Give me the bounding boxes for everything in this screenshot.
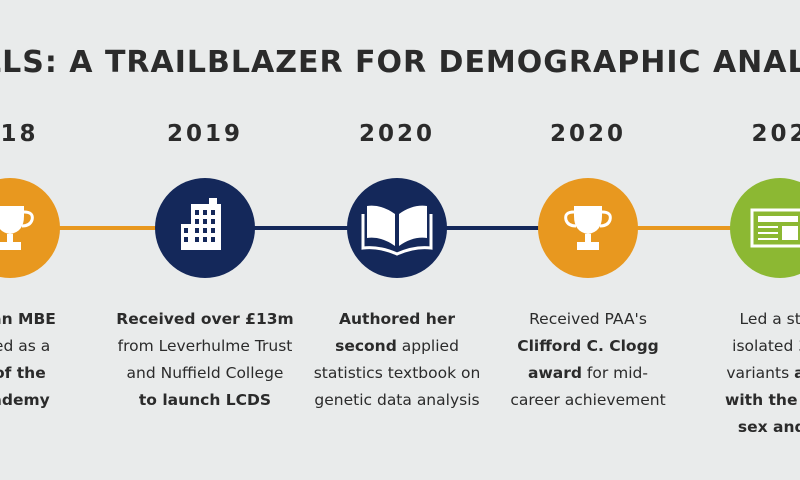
icon [195, 228, 199, 233]
description-text: sex and b [738, 418, 800, 436]
description-text: isolated 371 [732, 337, 800, 355]
description-line: with the age [725, 391, 800, 409]
description-text: Received over £13m [116, 310, 293, 328]
icon [758, 238, 778, 240]
description-text: Authored her [339, 310, 455, 328]
icon [203, 219, 207, 224]
description-text: award [528, 364, 582, 382]
icon [203, 237, 207, 242]
timeline-item: 2020 Authored her second applied statistics… [314, 121, 481, 409]
timeline-item: 018 ed an MBE ected as a w of the Academy [0, 121, 60, 409]
timeline-item: 2019 Received over £13m from Leverhulme Tr… [116, 121, 293, 409]
icon [21, 210, 34, 228]
year: 2019 [167, 121, 243, 147]
description-text: career achievement [510, 391, 665, 409]
icon [564, 210, 612, 228]
description-line: to launch LCDS [139, 391, 271, 409]
description-text: asso [794, 364, 800, 382]
icon [758, 216, 798, 222]
description-text: genetic data analysis [314, 391, 479, 409]
icon [577, 242, 599, 250]
description-line: sex and b [738, 418, 800, 436]
icon [211, 237, 215, 242]
description-text: with the age [725, 391, 800, 409]
description-line: Clifford C. Clogg [517, 337, 659, 355]
description-line: genetic data analysis [314, 391, 479, 409]
icon [367, 205, 427, 246]
description-text: ed an MBE [0, 310, 56, 328]
icon [782, 226, 798, 240]
icon [585, 234, 591, 242]
description-line: Academy [0, 391, 50, 409]
icon [750, 208, 800, 248]
icon [758, 226, 778, 228]
description-text: to launch LCDS [139, 391, 271, 409]
description-text: statistics textbook on [314, 364, 481, 382]
description-text: ected as a [0, 337, 50, 355]
description-line: and Nuffield College [127, 364, 284, 382]
description-line: Authored her [339, 310, 455, 328]
icon [758, 232, 778, 234]
description-line: from Leverhulme Trust [118, 337, 293, 355]
icon [203, 228, 207, 233]
description-line: variants asso [726, 364, 800, 382]
description-line: isolated 371 [732, 337, 800, 355]
description-text: Led a stud [740, 310, 800, 328]
description-text: Received PAA's [529, 310, 647, 328]
description-text: applied [397, 337, 459, 355]
icon [184, 228, 188, 233]
icon [361, 214, 433, 256]
year: 2020 [359, 121, 435, 147]
year: 202 [751, 121, 800, 147]
icon [0, 206, 24, 234]
icon [211, 228, 215, 233]
description-text: for mid- [582, 364, 648, 382]
description-line: Led a stud [740, 310, 800, 328]
icon [195, 237, 199, 242]
timeline-item: 2020 Received PAA's Clifford C. Clogg award… [510, 121, 665, 409]
year: 2020 [550, 121, 626, 147]
icon [203, 210, 207, 215]
year: 018 [0, 121, 39, 147]
milestone-circle [347, 178, 447, 278]
description-line: statistics textbook on [314, 364, 481, 382]
description-text: Academy [0, 391, 50, 409]
icon [184, 237, 188, 242]
title: LLS: A TRAILBLAZER FOR DEMOGRAPHIC ANALY [0, 45, 800, 80]
description-text: from Leverhulme Trust [118, 337, 293, 355]
description-text: Clifford C. Clogg [517, 337, 659, 355]
description-line: Received over £13m [116, 310, 293, 328]
description-text: second [335, 337, 397, 355]
icon [195, 210, 199, 215]
milestone-circle [0, 178, 60, 278]
icon [574, 206, 602, 234]
icon [195, 219, 199, 224]
description-line: ed an MBE [0, 310, 56, 328]
description-line: w of the [0, 364, 46, 382]
description-text: and Nuffield College [127, 364, 284, 382]
description-line: ected as a [0, 337, 50, 355]
icon [211, 219, 215, 224]
description-text: w of the [0, 364, 46, 382]
description-line: second applied [335, 337, 459, 355]
description-line: Received PAA's [529, 310, 647, 328]
icon [7, 234, 13, 242]
timeline-item: 202 Led a stud isolated 371 variants asso wi… [725, 121, 800, 436]
icon [211, 210, 215, 215]
description-line: award for mid- [528, 364, 648, 382]
description-text: variants [726, 364, 794, 382]
icon [0, 242, 21, 250]
description-line: career achievement [510, 391, 665, 409]
